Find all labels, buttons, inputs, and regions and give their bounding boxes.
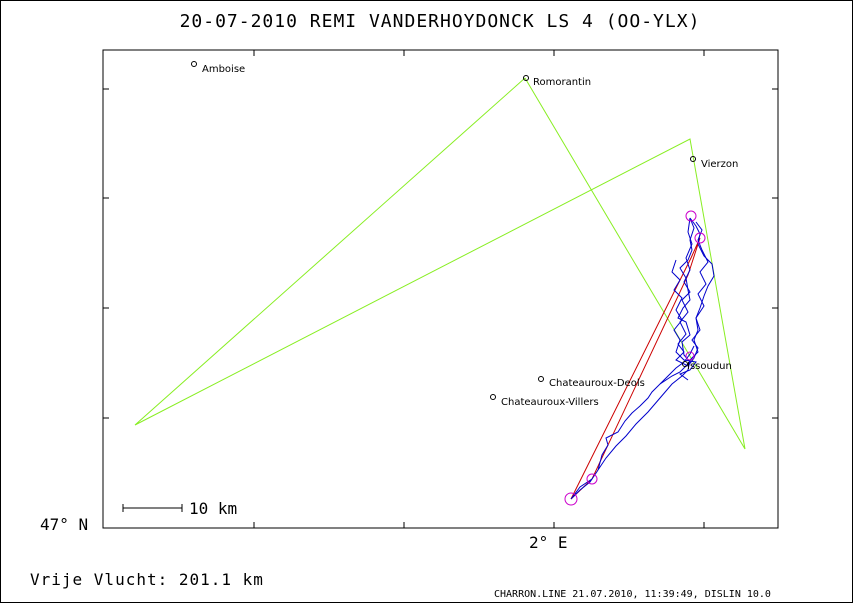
longitude-label: 2° E (529, 533, 568, 552)
place-marker (690, 156, 696, 162)
turnpoint-markers (564, 210, 706, 506)
place-marker (538, 376, 544, 382)
software-credit: CHARRON.LINE 21.07.2010, 11:39:49, DISLI… (494, 589, 771, 600)
flight-title: 20-07-2010 REMI VANDERHOYDONCK LS 4 (OO-… (180, 11, 701, 32)
place-label-amboise: Amboise (202, 64, 245, 75)
task-route (134, 77, 746, 450)
place-label-romorantin: Romorantin (533, 77, 591, 88)
place-label-vierzon: Vierzon (701, 159, 738, 170)
plot-border (102, 49, 779, 529)
scale-bar-label: 10 km (189, 499, 237, 518)
latitude-label: 47° N (40, 515, 88, 534)
optimized-route (570, 237, 701, 500)
free-flight-distance: Vrije Vlucht: 201.1 km (30, 570, 264, 589)
gps-track (570, 217, 715, 500)
place-marker (523, 75, 529, 81)
place-label-chateauroux-deols: Chateauroux-Deols (549, 378, 645, 389)
place-markers (191, 61, 696, 400)
place-label-chateauroux-villers: Chateauroux-Villers (501, 397, 599, 408)
place-label-issoudun: Issoudun (687, 361, 732, 372)
scale-bar (122, 504, 183, 512)
place-marker (490, 394, 496, 400)
place-marker (191, 61, 197, 67)
axis-ticks (103, 50, 778, 528)
place-marker (682, 361, 688, 367)
